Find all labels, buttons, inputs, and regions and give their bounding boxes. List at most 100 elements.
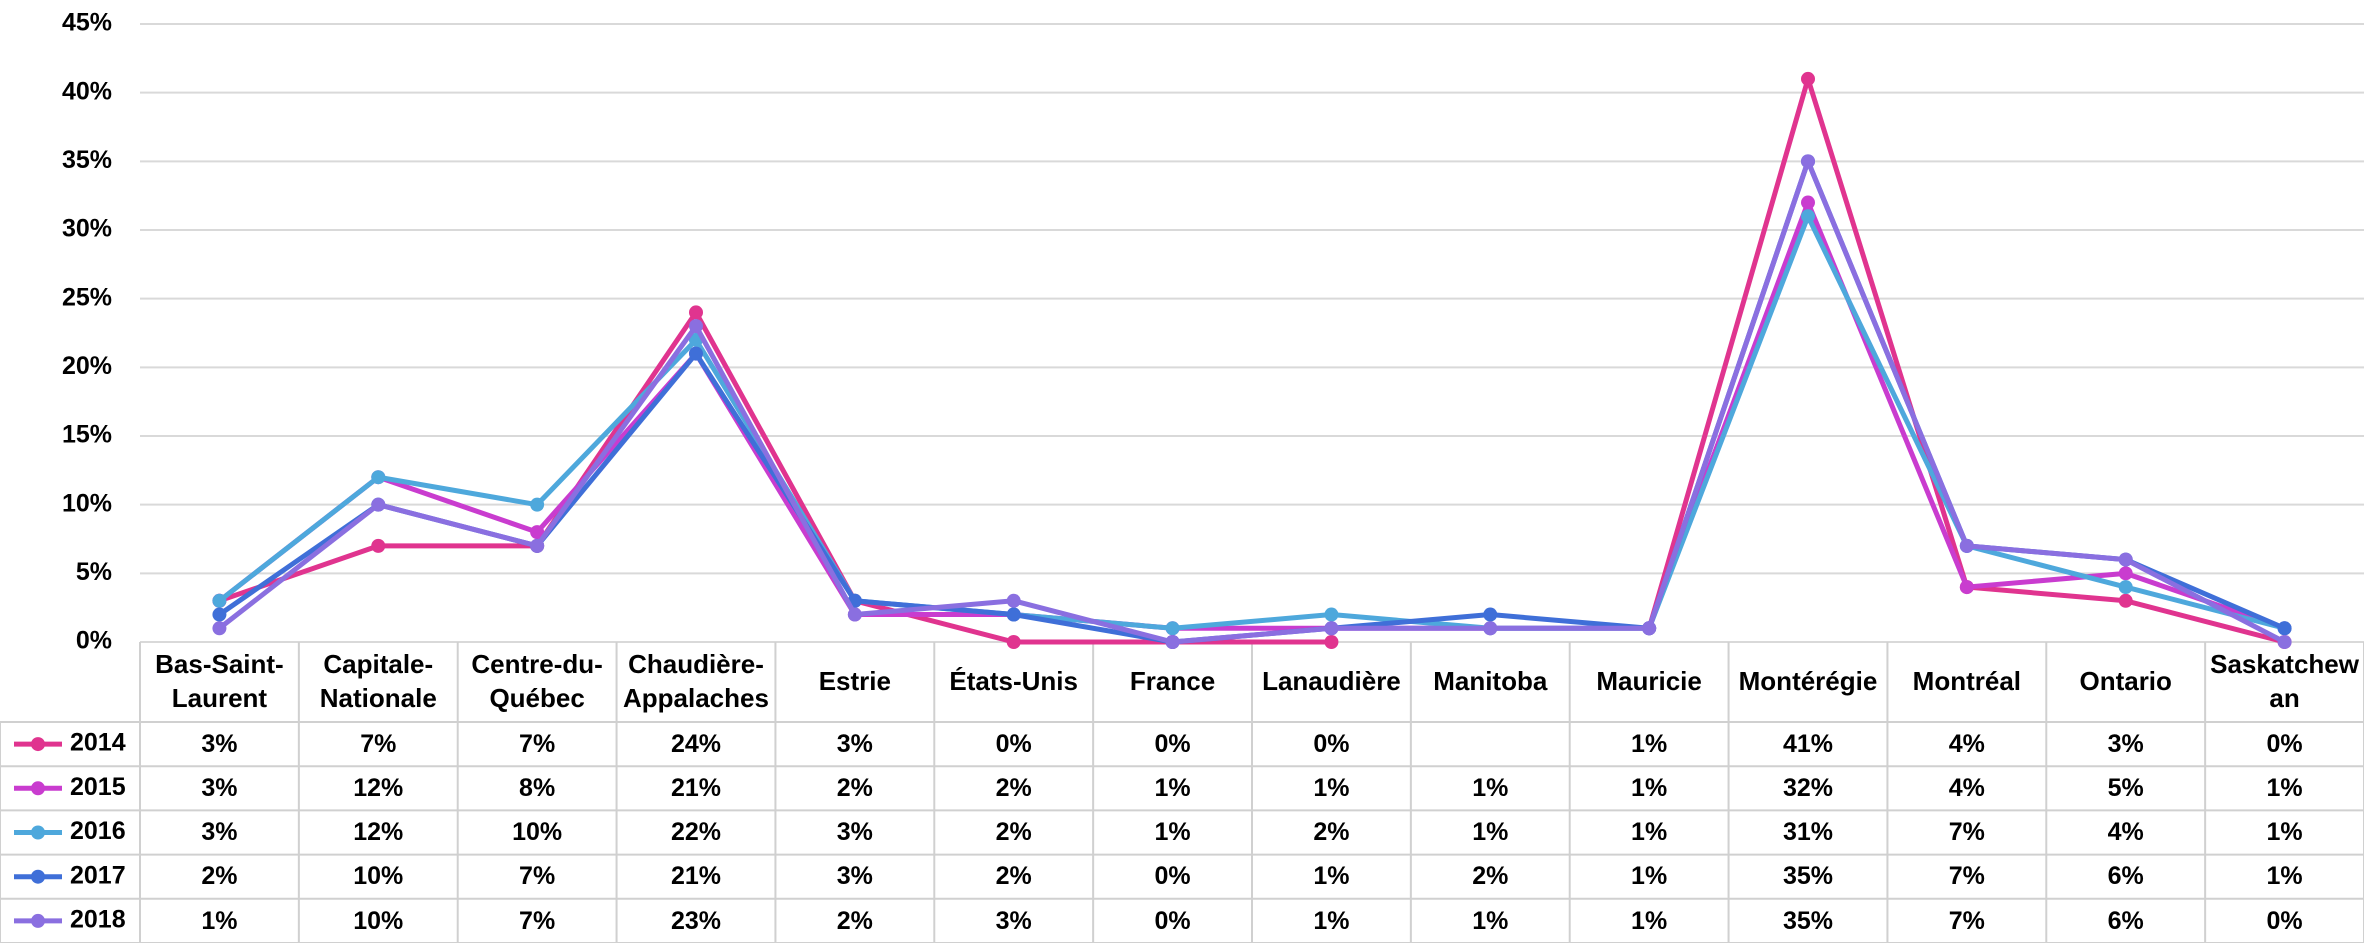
data-point xyxy=(1801,209,1815,224)
legend-marker xyxy=(31,781,45,796)
data-point xyxy=(689,346,703,361)
category-label: Centre-du-Québec xyxy=(471,649,603,713)
data-point xyxy=(1642,621,1657,636)
data-label: 31% xyxy=(1782,818,1833,847)
category-label: Mauricie xyxy=(1596,666,1702,697)
data-point xyxy=(2118,552,2133,567)
category-label: Montréal xyxy=(1912,666,2022,697)
data-label: 1% xyxy=(2266,818,2303,847)
y-tick-label: 5% xyxy=(76,558,112,586)
data-point xyxy=(1483,607,1498,622)
data-point xyxy=(2277,621,2292,636)
data-label: 2% xyxy=(995,818,1032,847)
data-label: 0% xyxy=(1313,729,1350,758)
data-point xyxy=(1165,621,1180,636)
data-label: 0% xyxy=(995,729,1032,758)
data-label: 10% xyxy=(353,862,404,891)
data-point xyxy=(212,621,227,636)
data-point xyxy=(1959,580,1974,595)
data-label: 7% xyxy=(519,906,556,935)
data-point xyxy=(1959,538,1974,553)
category-label: Montérégie xyxy=(1738,666,1878,697)
legend-label: 2018 xyxy=(70,906,126,934)
legend-marker xyxy=(31,737,45,752)
data-label: 1% xyxy=(1631,862,1668,891)
legend-label: 2014 xyxy=(70,729,126,757)
data-label: 6% xyxy=(2107,906,2144,935)
data-label: 10% xyxy=(353,906,404,935)
data-label: 7% xyxy=(519,862,556,891)
data-point xyxy=(530,497,545,512)
data-label: 3% xyxy=(836,729,873,758)
data-point xyxy=(1483,621,1498,636)
data-label: 0% xyxy=(1154,906,1191,935)
data-label: 23% xyxy=(670,906,721,935)
data-label: 2% xyxy=(995,774,1032,803)
data-label: 7% xyxy=(360,729,397,758)
y-tick-label: 35% xyxy=(62,146,112,174)
data-label: 21% xyxy=(670,774,721,803)
data-label: 3% xyxy=(201,729,238,758)
data-label: 22% xyxy=(670,818,721,847)
data-label: 0% xyxy=(2266,906,2303,935)
data-label: 24% xyxy=(670,729,721,758)
data-point xyxy=(371,538,386,553)
data-label: 1% xyxy=(2266,774,2303,803)
category-label: Saskatchewan xyxy=(2210,649,2359,713)
data-label: 12% xyxy=(353,774,404,803)
data-point xyxy=(212,593,227,608)
data-label: 4% xyxy=(2107,818,2144,847)
data-label: 3% xyxy=(836,862,873,891)
data-label: 7% xyxy=(1948,818,1985,847)
data-label: 3% xyxy=(836,818,873,847)
series-line xyxy=(218,76,2286,645)
legend-marker xyxy=(31,913,45,928)
data-point xyxy=(2277,635,2292,649)
data-label: 8% xyxy=(519,774,556,803)
data-point xyxy=(1165,635,1180,649)
category-label: Lanaudière xyxy=(1262,666,1401,697)
data-point xyxy=(1324,607,1339,622)
data-point xyxy=(2118,566,2133,581)
series-line xyxy=(218,158,2286,645)
data-label: 1% xyxy=(1631,818,1668,847)
category-label: Estrie xyxy=(818,666,891,697)
y-tick-label: 40% xyxy=(62,77,112,105)
data-label: 1% xyxy=(1472,906,1509,935)
y-tick-label: 25% xyxy=(62,283,112,311)
data-point xyxy=(1801,195,1815,210)
data-point xyxy=(530,538,545,553)
data-label: 3% xyxy=(201,774,238,803)
category-label: Manitoba xyxy=(1433,666,1548,697)
y-tick-label: 0% xyxy=(76,627,112,655)
category-label: Bas-Saint-Laurent xyxy=(155,649,284,713)
data-label: 1% xyxy=(201,906,238,935)
legend-marker xyxy=(31,825,45,840)
data-point xyxy=(689,305,703,320)
data-label: 7% xyxy=(1948,906,1985,935)
y-tick-label: 15% xyxy=(62,421,112,449)
data-label: 3% xyxy=(201,818,238,847)
data-label: 32% xyxy=(1782,774,1833,803)
y-tick-label: 20% xyxy=(62,352,112,380)
data-label: 1% xyxy=(1472,774,1509,803)
data-label: 4% xyxy=(1948,774,1985,803)
data-label: 1% xyxy=(1631,729,1668,758)
legend-label: 2016 xyxy=(70,817,126,845)
data-label: 3% xyxy=(2107,729,2144,758)
data-point xyxy=(1801,71,1815,86)
series-line xyxy=(217,200,2286,631)
category-label: Ontario xyxy=(2079,666,2172,697)
data-point xyxy=(1006,593,1021,608)
data-label: 1% xyxy=(1154,818,1191,847)
category-label: France xyxy=(1129,666,1216,697)
data-label: 41% xyxy=(1782,729,1833,758)
y-tick-label: 10% xyxy=(62,489,112,517)
data-label: 2% xyxy=(836,774,873,803)
data-label: 1% xyxy=(1631,906,1668,935)
data-label: 10% xyxy=(512,818,563,847)
data-label: 1% xyxy=(2266,862,2303,891)
legend-label: 2017 xyxy=(70,861,126,889)
data-point xyxy=(371,470,386,485)
